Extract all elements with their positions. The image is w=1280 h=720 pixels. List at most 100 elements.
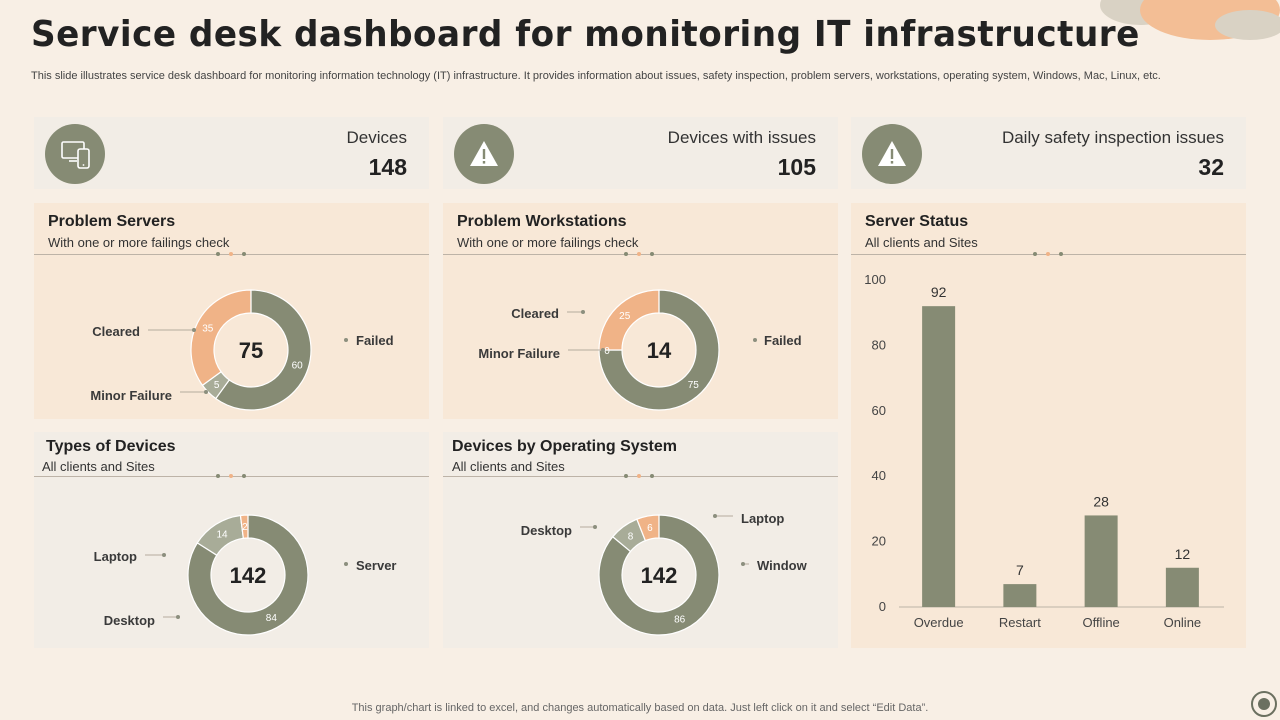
donut-center-value: 14 [647, 338, 672, 363]
y-tick-label: 60 [872, 403, 886, 418]
kpi-label: Devices with issues [667, 128, 816, 147]
problem-servers-card: Problem Servers With one or more failing… [34, 203, 429, 419]
problem-workstations-donut: 75 0 25 14 Failed Minor Failure Cleared [478, 289, 802, 411]
kpi-card-daily-safety-inspection: Daily safety inspection issues 32 [851, 117, 1246, 189]
bar-restart [1003, 584, 1037, 607]
slice-value-label: 25 [619, 311, 631, 322]
donut-category-label: Cleared [511, 306, 559, 321]
donut-center-value: 142 [230, 563, 267, 588]
server-status-card: Server Status All clients and Sites 0 20 4… [851, 203, 1246, 648]
y-tick-label: 40 [872, 468, 886, 483]
slice-value-label: 0 [604, 346, 610, 357]
card-subtitle: All clients and Sites [452, 459, 565, 474]
problem-servers-donut: 60 5 35 75 Failed Minor Failure Cleared [90, 289, 394, 411]
slice-value-label: 75 [688, 380, 700, 391]
callout-dot [162, 553, 166, 557]
bar-value-label: 92 [931, 284, 947, 300]
donut-slice-cleared [598, 289, 660, 351]
donut-category-label: Laptop [94, 549, 137, 564]
card-subtitle: All clients and Sites [42, 459, 155, 474]
donut-category-label: Failed [356, 333, 394, 348]
pager-dots [622, 472, 662, 480]
pager-dots [214, 472, 254, 480]
card-title: Devices by Operating System [452, 438, 677, 455]
donut-category-label: Minor Failure [90, 388, 172, 403]
kpi-value: 148 [368, 154, 407, 180]
donut-slice-cleared [190, 289, 252, 387]
kpi-card-devices-with-issues: Devices with issues 105 [443, 117, 838, 189]
kpi-value: 105 [777, 154, 816, 180]
y-tick-label: 20 [872, 534, 886, 549]
devices-by-os-card: Devices by Operating System All clients … [443, 432, 838, 648]
y-tick-label: 100 [864, 272, 886, 287]
x-tick-label: Offline [1082, 615, 1119, 630]
kpi-label: Daily safety inspection issues [1001, 128, 1224, 147]
donut-category-label: Server [356, 558, 396, 573]
slice-value-label: 8 [628, 531, 634, 542]
x-tick-label: Online [1164, 615, 1202, 630]
bar-offline [1084, 515, 1118, 607]
page-title: Service desk dashboard for monitoring IT… [31, 14, 1140, 55]
card-title: Types of Devices [46, 438, 176, 455]
callout-dot [713, 514, 717, 518]
slice-value-label: 84 [266, 613, 278, 624]
pager-dots [214, 250, 254, 258]
callout-dot [581, 310, 585, 314]
bar-value-label: 28 [1093, 493, 1109, 509]
donut-slice-laptop [636, 514, 660, 542]
donut-center-value: 75 [239, 338, 263, 363]
kpi-label: Devices [346, 128, 407, 147]
card-subtitle: With one or more failings check [48, 235, 230, 250]
server-status-bar-chart: 0 20 40 60 80 100 92 Overdue 7 Restart 28 Offline 12… [864, 272, 1224, 630]
card-title: Problem Servers [48, 213, 176, 230]
donut-slice-failed [214, 289, 312, 411]
slice-value-label: 14 [216, 530, 228, 541]
callout-dot [741, 562, 745, 566]
donut-category-label: Window [757, 558, 808, 573]
kpi-value: 32 [1198, 154, 1224, 180]
callout-dot [601, 348, 605, 352]
x-tick-label: Overdue [914, 615, 964, 630]
x-tick-label: Restart [999, 615, 1041, 630]
slice-value-label: 60 [292, 360, 304, 371]
kpi-card-devices: Devices 148 [34, 117, 429, 189]
slice-value-label: 86 [674, 614, 686, 625]
y-tick-label: 80 [872, 337, 886, 352]
page-subtitle: This slide illustrates service desk dash… [31, 70, 1161, 82]
devices-icon [45, 124, 105, 184]
donut-category-label: Desktop [104, 613, 155, 628]
warning-icon [454, 124, 514, 184]
donut-slice-failed [598, 289, 720, 411]
slice-value-label: 2 [242, 522, 248, 533]
callout-dot [344, 338, 348, 342]
callout-dot [176, 615, 180, 619]
donut-slice-laptop [239, 514, 249, 539]
types-of-devices-card: Types of Devices All clients and Sites 8… [34, 432, 429, 648]
donut-category-label: Desktop [521, 523, 572, 538]
donut-slice-window [598, 514, 720, 636]
card-subtitle: All clients and Sites [865, 235, 978, 250]
problem-workstations-card: Problem Workstations With one or more fa… [443, 203, 838, 419]
bar-value-label: 7 [1016, 562, 1024, 578]
callout-dot [192, 328, 196, 332]
bar-overdue [922, 306, 956, 607]
donut-slice-server [187, 514, 309, 636]
bar-value-label: 12 [1175, 546, 1191, 562]
slice-value-label: 35 [202, 323, 214, 334]
footer-note: This graph/chart is linked to excel, and… [351, 702, 929, 714]
decorative-corner-shape [1100, 0, 1280, 40]
donut-center-value: 142 [641, 563, 678, 588]
donut-category-label: Cleared [92, 324, 140, 339]
slice-value-label: 6 [647, 523, 653, 534]
callout-dot [593, 525, 597, 529]
slice-value-label: 5 [214, 380, 220, 391]
callout-dot [204, 390, 208, 394]
callout-dot [344, 562, 348, 566]
logo-icon [1251, 691, 1277, 717]
y-tick-label: 0 [879, 599, 886, 614]
callout-dot [753, 338, 757, 342]
card-title: Problem Workstations [457, 213, 627, 230]
bar-online [1165, 567, 1199, 607]
